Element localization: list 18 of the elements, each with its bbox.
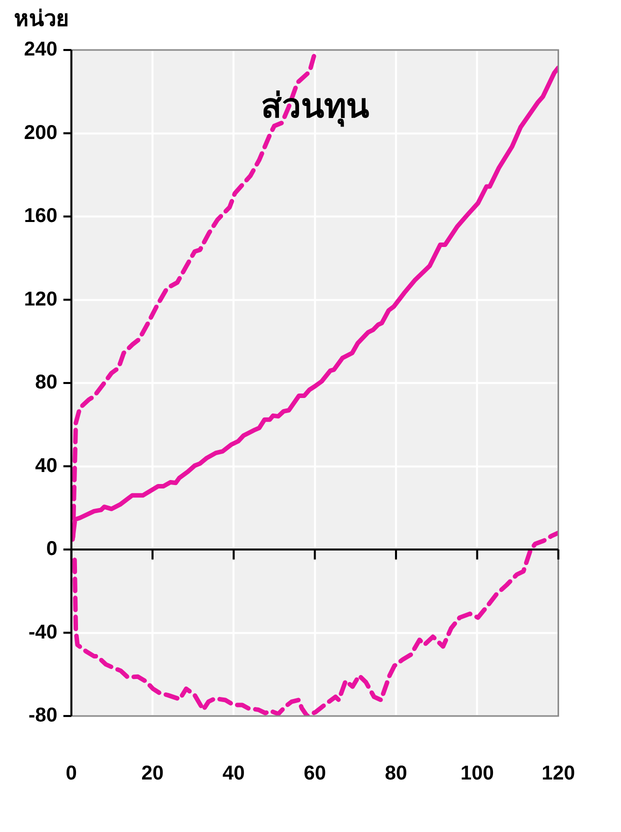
y-tick-label: -80 [28,704,58,727]
y-tick-label: 0 [46,538,58,560]
x-tick-label: 40 [222,762,245,785]
y-axis-title: หน่วย [14,6,69,32]
text: ส่วนทุน [260,87,369,128]
y-tick-label: 120 [24,288,58,310]
y-tick-label: 40 [35,454,58,477]
y-tick-label: 80 [35,372,58,394]
y-tick-label: -40 [28,621,58,644]
x-tick-label: 20 [141,762,164,785]
x-tick-label: 80 [384,762,408,785]
x-tick-label: 60 [304,762,326,785]
x-tick-label: 120 [542,762,576,785]
x-tick-label: 0 [66,762,77,785]
y-tick-label: 160 [24,205,58,228]
y-tick-label: 200 [24,122,58,144]
x-tick-label: 100 [460,762,494,785]
y-tick-label: 240 [24,38,58,61]
